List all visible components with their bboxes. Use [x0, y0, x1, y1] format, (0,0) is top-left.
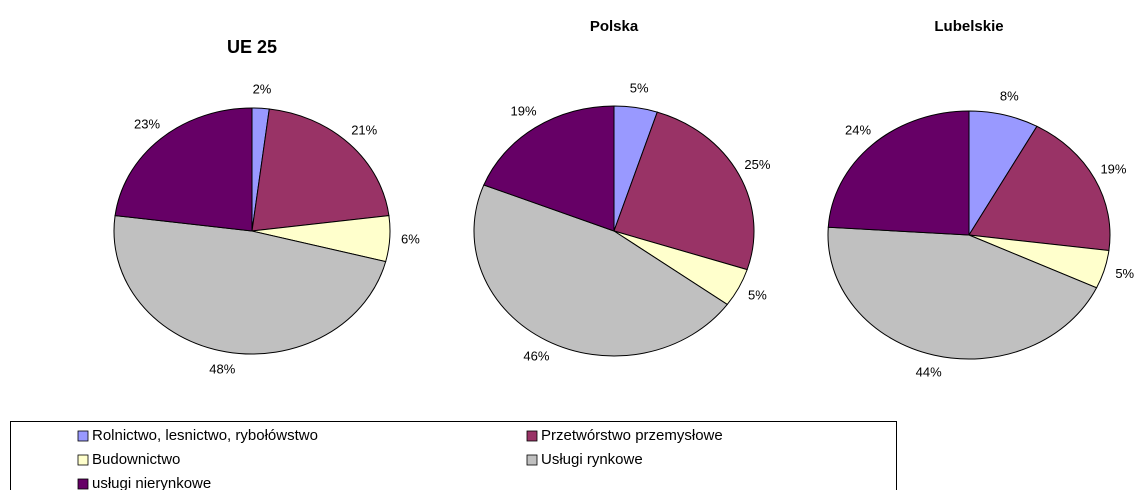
data-label: 25%: [744, 157, 770, 172]
legend-label: Rolnictwo, lesnictwo, rybołówstwo: [92, 427, 318, 444]
data-label: 19%: [1100, 162, 1126, 177]
legend-swatch: [77, 454, 89, 466]
data-label: 46%: [523, 348, 549, 363]
data-label: 6%: [401, 231, 420, 246]
data-label: 24%: [845, 122, 871, 137]
legend-swatch: [77, 478, 89, 490]
data-label: 5%: [630, 80, 649, 95]
data-label: 8%: [1000, 88, 1019, 103]
legend-swatch: [77, 430, 89, 442]
data-label: 48%: [209, 361, 235, 376]
data-label: 2%: [253, 81, 272, 96]
data-label: 19%: [510, 104, 536, 119]
legend-label: Przetwórstwo przemysłowe: [541, 427, 723, 444]
pie-slice: [483, 105, 615, 232]
data-label: 5%: [1115, 266, 1134, 281]
data-label: 5%: [748, 288, 767, 303]
pie-slice: [827, 226, 1098, 360]
legend-box: [10, 421, 897, 490]
chart-title: Lubelskie: [934, 18, 1003, 35]
pie-slice: [613, 111, 755, 271]
data-label: 23%: [134, 116, 160, 131]
legend-label: usługi nierynkowe: [92, 475, 211, 490]
legend-swatch: [526, 454, 538, 466]
legend-label: Budownictwo: [92, 451, 180, 468]
pie-slice: [251, 108, 390, 232]
data-label: 21%: [351, 122, 377, 137]
chart-title: UE 25: [227, 37, 277, 57]
pie-slice: [114, 107, 253, 232]
pie-slice: [113, 215, 387, 355]
legend-swatch: [526, 430, 538, 442]
pie-slice: [473, 184, 729, 357]
chart-title: Polska: [590, 18, 639, 35]
pie-slice: [827, 110, 970, 236]
pie-slice: [968, 125, 1111, 252]
legend-label: Usługi rynkowe: [541, 451, 643, 468]
data-label: 44%: [916, 365, 942, 380]
